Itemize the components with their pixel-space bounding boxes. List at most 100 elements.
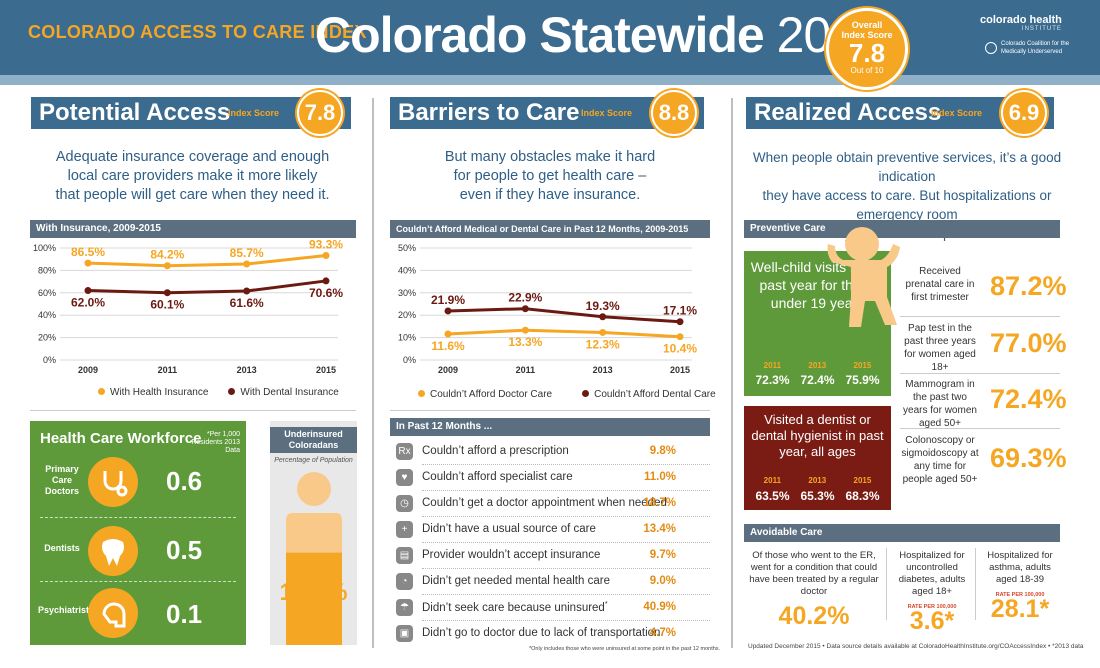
data-point	[84, 259, 92, 267]
avoidable-divider	[886, 548, 887, 620]
y-tick-label: 20%	[398, 310, 416, 320]
barriers-lead-1: But many obstacles make it hard	[444, 149, 656, 165]
data-point	[243, 260, 251, 268]
wellchild-years: 2011 2013 2015	[744, 361, 891, 370]
page-title: Colorado Statewide 2015	[315, 6, 885, 64]
clipboard-icon: ▤	[396, 547, 413, 564]
year-label: 2015	[853, 361, 872, 370]
wellchild-values: 72.3% 72.4% 75.9%	[744, 373, 891, 387]
umbrella-icon: ☂	[396, 599, 413, 616]
data-label: 61.6%	[230, 296, 264, 310]
year-value: 72.3%	[755, 373, 790, 387]
barrier-separator	[422, 620, 710, 621]
medical-cross-icon: +	[396, 521, 413, 538]
barrier-separator	[422, 490, 710, 491]
data-label: 13.3%	[508, 335, 542, 349]
workforce-value: 0.5	[166, 535, 203, 565]
legend-health-label: With Health Insurance	[110, 387, 209, 398]
year-value: 72.4%	[800, 373, 835, 387]
preventive-row: Mammogram in the past two years for wome…	[900, 378, 1067, 436]
preventive-separator	[900, 428, 1060, 429]
legend-doctor-label: Couldn’t Afford Doctor Care	[430, 389, 553, 400]
avoidable-divider	[975, 548, 976, 620]
bus-icon: ▣	[396, 625, 413, 642]
clock-icon: ◷	[396, 495, 413, 512]
legend-dot-dental-care	[582, 390, 590, 397]
avoidable-rate: RATE PER 100,000	[995, 592, 1045, 598]
legend-dental-care-label: Couldn’t Afford Dental Care	[594, 389, 716, 400]
barrier-value: 4.7%	[649, 627, 676, 639]
coalition-logo-icon	[985, 42, 997, 54]
realized-title: Realized Access	[754, 99, 942, 126]
avoidable-label: Hospitalized for asthma, adults aged 18-…	[987, 550, 1053, 585]
preventive-label: Received prenatal care in first trimeste…	[905, 266, 975, 303]
underinsured-value: 16.4%	[279, 579, 348, 606]
overall-score-badge: Overall Index Score 7.8 Out of 10	[826, 8, 908, 90]
stethoscope-icon-svg	[103, 471, 128, 497]
series-line	[87, 254, 327, 268]
legend-dot-health	[98, 388, 105, 395]
realized-lead-2: they have access to care. But hospitaliz…	[762, 188, 1052, 222]
underinsured-panel: Underinsured Coloradans Percentage of Po…	[270, 421, 357, 645]
data-label: 86.5%	[71, 245, 105, 259]
x-tick-label: 2009	[438, 365, 458, 375]
barrier-separator	[422, 568, 710, 569]
barrier-row: ▣ Didn’t go to doctor due to lack of tran…	[390, 621, 710, 647]
preventive-row: Pap test in the past three years for wom…	[900, 322, 1066, 380]
x-tick-label: 2013	[593, 365, 613, 375]
footer-note: Updated December 2015 • Data source deta…	[748, 643, 1084, 650]
year-label: 2015	[853, 476, 872, 485]
child-figure-icon	[827, 227, 900, 327]
y-tick-label: 40%	[38, 310, 56, 320]
year-label: 2011	[763, 476, 782, 485]
y-tick-label: 40%	[398, 265, 416, 275]
preventive-label: Colonoscopy or sigmoidoscopy at any time…	[901, 435, 979, 485]
data-label: 62.0%	[71, 296, 105, 310]
data-label: 11.6%	[431, 339, 465, 353]
barrier-row: ♥ Couldn’t afford specialist care 11.0%	[390, 465, 710, 491]
workforce-note: *Per 1,000 Residents 2013 Data	[191, 431, 240, 454]
x-tick-label: 2009	[78, 365, 98, 375]
page-title-text: Colorado Statewide	[315, 7, 765, 63]
chi-logo-text: colorado health	[980, 14, 1062, 26]
data-label: 70.6%	[309, 286, 343, 300]
legend-dot-dental	[228, 388, 236, 395]
afford-chart-title: Couldn’t Afford Medical or Dental Care i…	[390, 220, 710, 238]
avoidable-col: Hospitalized for uncontrolled diabetes, …	[892, 550, 972, 634]
workforce-value: 0.6	[166, 466, 203, 496]
data-point	[599, 328, 607, 336]
brain-icon	[88, 588, 138, 638]
data-label: 17.1%	[663, 304, 697, 318]
year-label: 2013	[808, 476, 827, 485]
data-point	[322, 277, 330, 285]
tooth-icon-svg	[102, 539, 124, 566]
chi-logo-sub: INSTITUTE	[1021, 26, 1062, 32]
barrier-value: 11.0%	[644, 471, 676, 483]
barrier-row: ▤ Provider wouldn’t accept insurance 9.7%	[390, 543, 710, 569]
barrier-row: ◷ Couldn’t get a doctor appointment when …	[390, 491, 710, 517]
data-point	[84, 287, 92, 295]
data-label: 21.9%	[431, 293, 465, 307]
year-value: 68.3%	[845, 489, 880, 503]
dentist-panel: Visited a dentist or dental hygienist in…	[744, 406, 891, 510]
data-label: 10.4%	[663, 342, 697, 356]
workforce-row: Dentists 0.5	[30, 522, 246, 582]
legend-dot-doctor	[418, 390, 425, 397]
header-stripe	[0, 75, 1100, 85]
y-tick-label: 50%	[398, 243, 416, 253]
afford-legend: Couldn’t Afford Doctor Care Couldn’t Aff…	[418, 389, 716, 400]
year-label: 2011	[763, 361, 782, 370]
x-tick-label: 2015	[316, 365, 336, 375]
preventive-value: 72.4%	[990, 384, 1067, 414]
potential-lead: Adequate insurance coverage and enough lo…	[30, 148, 355, 205]
series-line	[447, 328, 681, 339]
data-point	[599, 313, 607, 321]
data-point	[163, 289, 171, 297]
year-value: 65.3%	[800, 489, 835, 503]
underinsured-title: Underinsured Coloradans	[270, 427, 357, 453]
dentist-values: 63.5% 65.3% 68.3%	[744, 489, 891, 503]
avoidable-rate: RATE PER 100,000	[907, 604, 957, 610]
workforce-separator	[40, 517, 236, 518]
barriers-lead: But many obstacles make it hard for peopl…	[390, 148, 710, 205]
workforce-label: Dentists	[44, 543, 80, 553]
